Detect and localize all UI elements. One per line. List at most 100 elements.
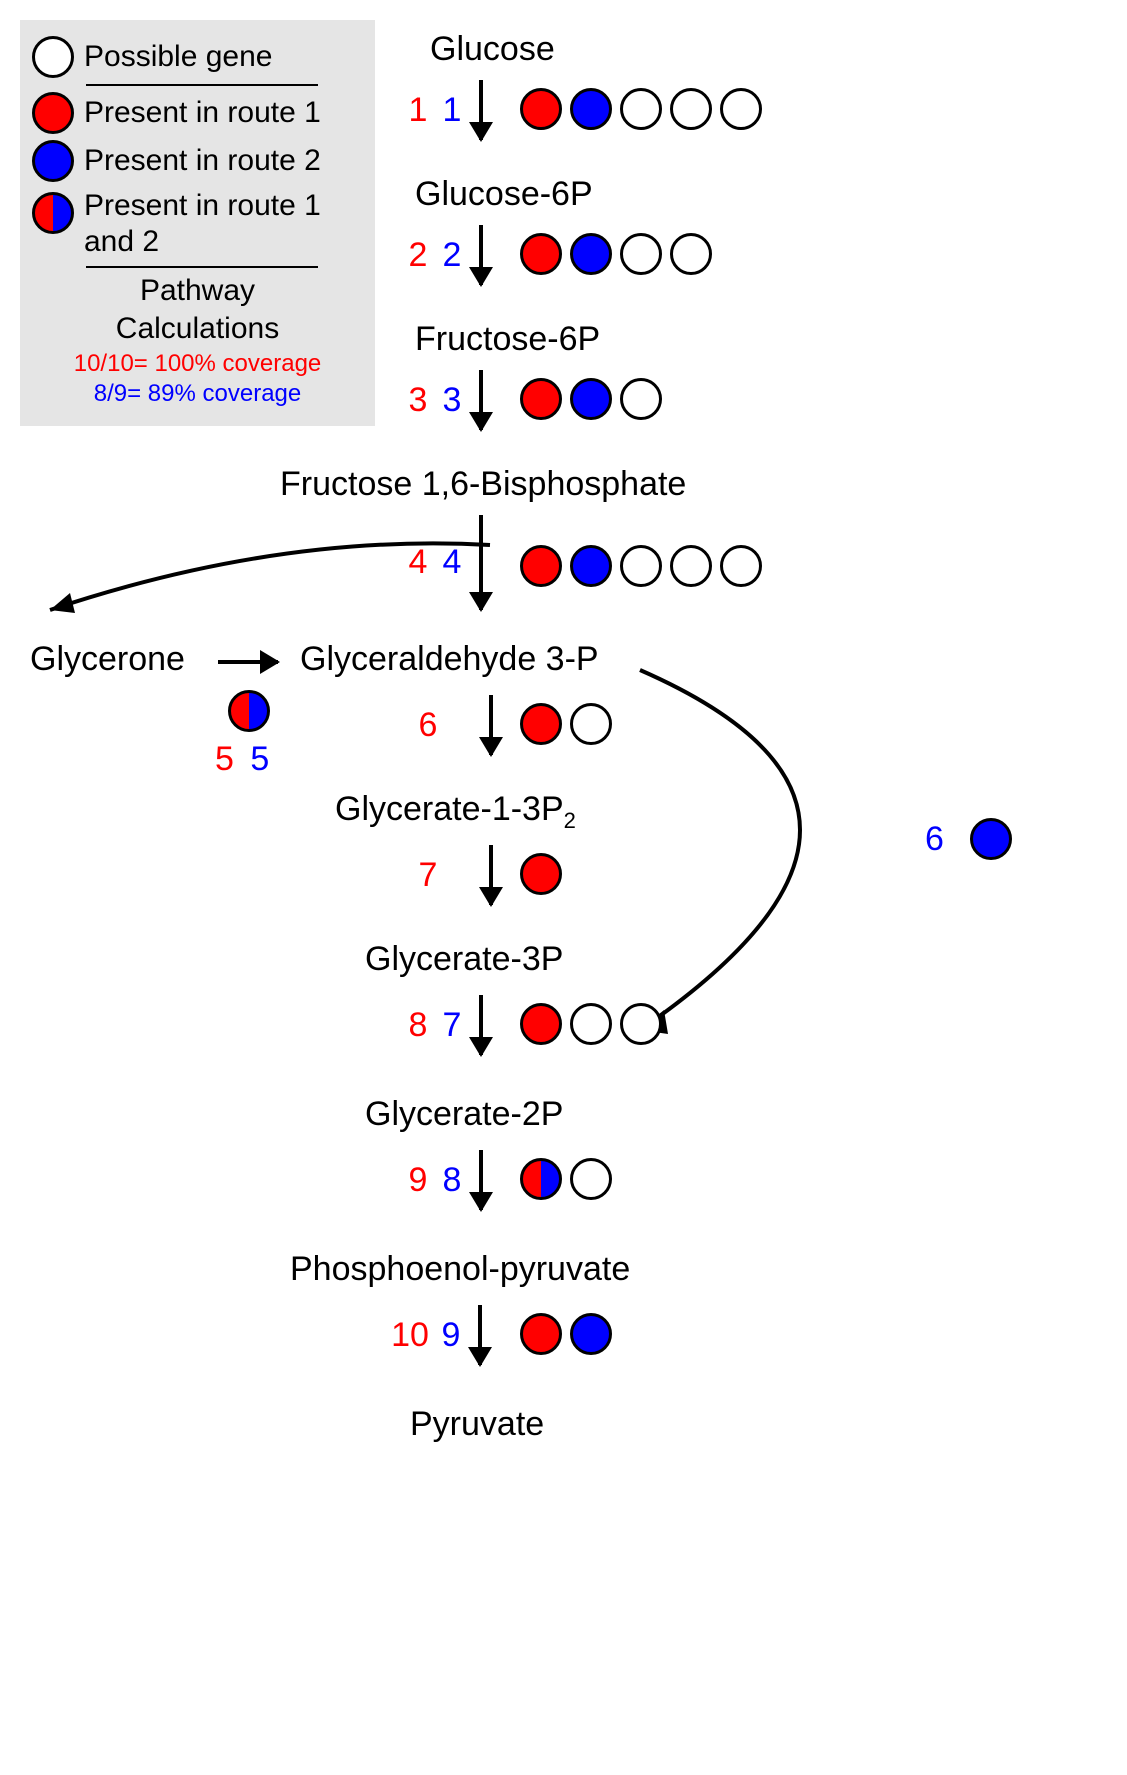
step-num-red: 1	[405, 91, 431, 130]
step-6-red: 6	[415, 695, 499, 755]
gene-dot	[520, 853, 562, 895]
metabolite-glucose6p: Glucose-6P	[415, 175, 593, 214]
step-3-dots	[520, 378, 662, 420]
step-5-nums: 5 5	[215, 740, 269, 779]
step-num-red: 6	[415, 706, 441, 745]
gene-dot	[570, 545, 612, 587]
step-num-blue: 5	[250, 740, 269, 778]
legend-box: Possible gene Present in route 1 Present…	[20, 20, 375, 426]
step-1-dots	[520, 88, 762, 130]
legend-label: Present in route 1	[84, 95, 321, 131]
gene-dot	[520, 703, 562, 745]
gene-dot	[520, 88, 562, 130]
step-num-blue: 3	[439, 381, 465, 420]
step-1: 1 1	[405, 80, 489, 140]
legend-item-route1: Present in route 1	[32, 92, 363, 134]
gene-dot	[720, 545, 762, 587]
gene-dot	[228, 690, 270, 732]
gene-dot	[720, 88, 762, 130]
gene-dot	[670, 545, 712, 587]
subscript: 2	[564, 808, 576, 833]
gene-dot	[970, 818, 1012, 860]
step-6r-dots	[520, 703, 612, 745]
legend-item-possible: Possible gene	[32, 36, 363, 78]
step-num-blue: 6	[925, 820, 944, 858]
gene-dot	[520, 378, 562, 420]
step-6-blue: 6	[925, 820, 944, 859]
legend-section-title: Calculations	[32, 312, 363, 346]
metabolite-13bpg: Glycerate-1-3P2	[335, 790, 576, 834]
step-5-dots	[228, 690, 270, 732]
step-9: 9 8	[405, 1150, 489, 1210]
gene-dot	[620, 1003, 662, 1045]
circle-empty-icon	[32, 36, 74, 78]
arrow-down-icon	[478, 1305, 482, 1365]
gene-dot	[570, 88, 612, 130]
arrow-down-icon	[479, 370, 483, 430]
legend-divider	[86, 266, 318, 268]
step-10: 10 9	[390, 1305, 488, 1365]
gene-dot	[670, 233, 712, 275]
gene-dot	[520, 233, 562, 275]
legend-section-title: Pathway	[32, 274, 363, 308]
arrow-down-icon	[479, 225, 483, 285]
arrow-down-icon	[479, 80, 483, 140]
arrow-down-icon	[479, 995, 483, 1055]
metabolite-gap: Glyceraldehyde 3-P	[300, 640, 599, 679]
circle-red-icon	[32, 92, 74, 134]
step-8: 8 7	[405, 995, 489, 1055]
step-9-dots	[520, 1158, 612, 1200]
step-num-red: 5	[215, 740, 234, 778]
gene-dot	[620, 378, 662, 420]
branch-arrow-glycerone	[20, 515, 495, 635]
step-num-blue: 8	[439, 1161, 465, 1200]
legend-label: Present in route 2	[84, 143, 321, 179]
legend-label: Present in route 1 and 2	[84, 188, 363, 260]
step-8-dots	[520, 1003, 662, 1045]
step-6b-dots	[970, 818, 1012, 860]
arrow-down-icon	[489, 695, 493, 755]
step-num-blue: 7	[439, 1006, 465, 1045]
gene-dot	[520, 1313, 562, 1355]
gene-dot	[520, 1158, 562, 1200]
legend-divider	[86, 84, 318, 86]
legend-item-both: Present in route 1 and 2	[32, 188, 363, 260]
step-num-blue: 2	[439, 236, 465, 275]
gene-dot	[670, 88, 712, 130]
legend-calc-red: 10/10= 100% coverage	[32, 350, 363, 378]
metabolite-fructose6p: Fructose-6P	[415, 320, 600, 359]
step-10-dots	[520, 1313, 612, 1355]
arrow-down-icon	[489, 845, 493, 905]
legend-item-route2: Present in route 2	[32, 140, 363, 182]
step-num-red: 10	[390, 1316, 430, 1355]
legend-label: Possible gene	[84, 39, 272, 75]
step-num-blue: 9	[438, 1316, 464, 1355]
metabolite-f16bp: Fructose 1,6-Bisphosphate	[280, 465, 686, 504]
metabolite-pep: Phosphoenol-pyruvate	[290, 1250, 630, 1289]
gene-dot	[570, 703, 612, 745]
step-num-red: 8	[405, 1006, 431, 1045]
metabolite-2pg: Glycerate-2P	[365, 1095, 563, 1134]
gene-dot	[520, 545, 562, 587]
gene-dot	[570, 233, 612, 275]
gene-dot	[620, 545, 662, 587]
metabolite-glycerone: Glycerone	[30, 640, 185, 679]
step-2-dots	[520, 233, 712, 275]
arrow-down-icon	[479, 1150, 483, 1210]
step-num-red: 3	[405, 381, 431, 420]
step-2: 2 2	[405, 225, 489, 285]
step-7-dots	[520, 853, 562, 895]
step-num-red: 7	[415, 856, 441, 895]
metabolite-pyruvate: Pyruvate	[410, 1405, 544, 1444]
circle-blue-icon	[32, 140, 74, 182]
step-num-blue: 1	[439, 91, 465, 130]
metabolite-label: Glycerate-1-3P	[335, 790, 564, 828]
gene-dot	[570, 1158, 612, 1200]
step-num-red: 2	[405, 236, 431, 275]
step-3: 3 3	[405, 370, 489, 430]
gene-dot	[620, 233, 662, 275]
gene-dot	[620, 88, 662, 130]
gene-dot	[570, 1003, 612, 1045]
legend-calc-blue: 8/9= 89% coverage	[32, 380, 363, 408]
circle-split-icon	[32, 192, 74, 234]
